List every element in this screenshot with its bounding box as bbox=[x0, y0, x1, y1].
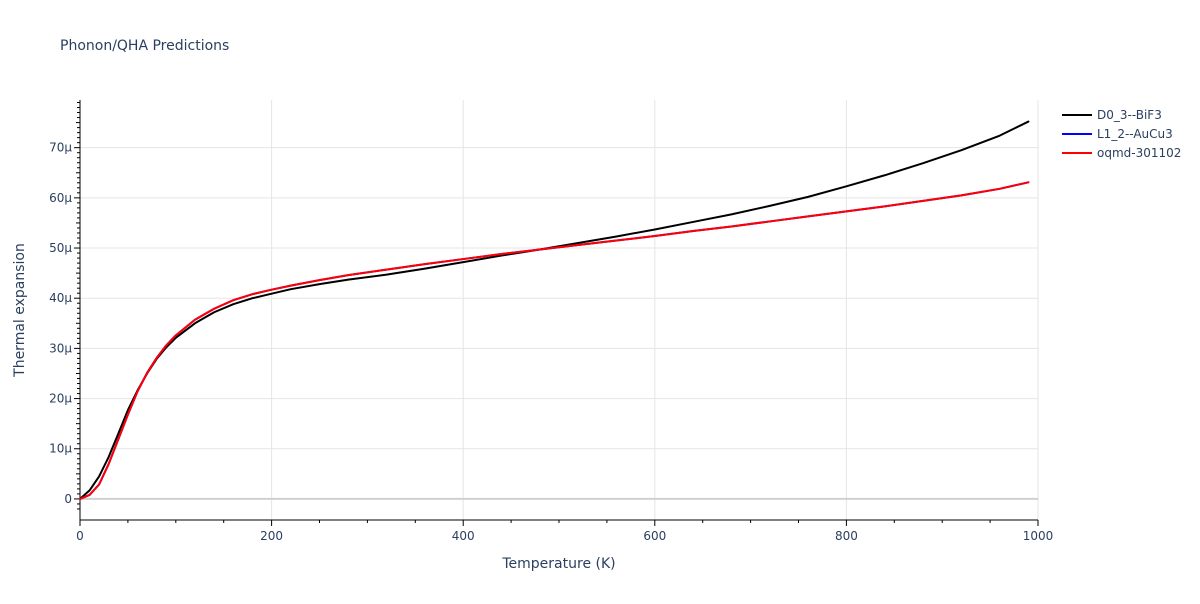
y-tick-label: 10μ bbox=[49, 442, 72, 456]
x-axis-label: Temperature (K) bbox=[501, 556, 615, 572]
x-tick-label: 400 bbox=[452, 529, 475, 543]
x-tick-label: 200 bbox=[260, 529, 283, 543]
grid bbox=[80, 100, 1039, 520]
y-tick-label: 40μ bbox=[49, 291, 72, 305]
axes: 0 200 400 600 800 1000 0 10μ 20μ 30μ 40μ 50μ 60μ 70μ bbox=[49, 100, 1053, 543]
legend[interactable]: D0_3--BiF3 L1_2--AuCu3 oqmd-301102 bbox=[1062, 108, 1181, 160]
legend-item-l1-2-aucu3[interactable]: L1_2--AuCu3 bbox=[1062, 127, 1173, 141]
series-line-d0-3-bif3 bbox=[79, 120, 1030, 500]
y-axis-label: Thermal expansion bbox=[12, 243, 28, 378]
x-tick-label: 1000 bbox=[1023, 529, 1054, 543]
legend-label: oqmd-301102 bbox=[1097, 146, 1181, 160]
y-tick-label: 60μ bbox=[49, 191, 72, 205]
x-tick-label: 600 bbox=[643, 529, 666, 543]
y-tick-label: 70μ bbox=[49, 141, 72, 155]
legend-item-oqmd-301102[interactable]: oqmd-301102 bbox=[1062, 146, 1181, 160]
x-tick-label: 0 bbox=[76, 529, 84, 543]
legend-label: L1_2--AuCu3 bbox=[1097, 127, 1173, 141]
y-tick-label: 50μ bbox=[49, 241, 72, 255]
plot-area bbox=[79, 120, 1030, 500]
y-tick-label: 0 bbox=[64, 492, 72, 506]
x-tick-label: 800 bbox=[835, 529, 858, 543]
series-line-oqmd-301102 bbox=[79, 181, 1030, 500]
legend-label: D0_3--BiF3 bbox=[1097, 108, 1162, 122]
y-tick-label: 20μ bbox=[49, 392, 72, 406]
chart-title: Phonon/QHA Predictions bbox=[60, 38, 229, 54]
series-line-l1-2-aucu3 bbox=[79, 181, 1030, 500]
y-tick-label: 30μ bbox=[49, 341, 72, 355]
legend-item-d0-3-bif3[interactable]: D0_3--BiF3 bbox=[1062, 108, 1162, 122]
